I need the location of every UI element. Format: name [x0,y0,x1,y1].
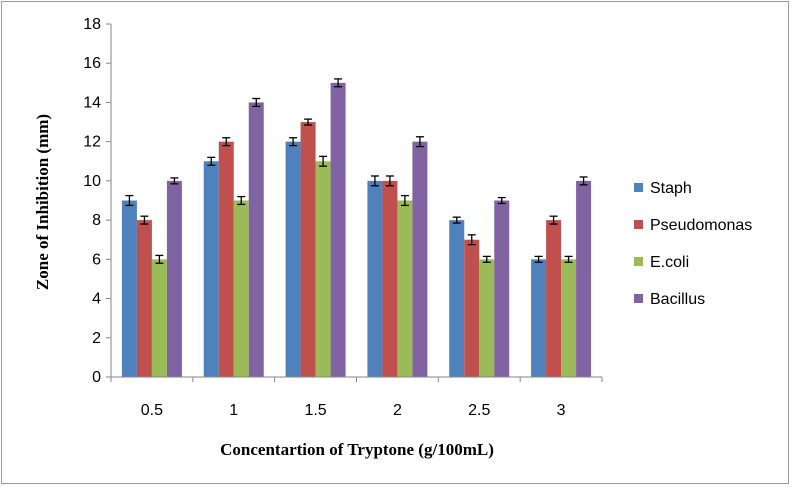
y-tick-label: 0 [92,369,101,386]
bar [136,220,152,377]
y-axis-title: Zone of Inhibition (mm) [33,114,52,290]
y-tick-label: 4 [92,291,101,308]
legend-swatch [634,220,643,229]
x-tick-label: 2 [393,402,402,419]
legend-item: E.coli [634,254,689,271]
bar [248,102,264,377]
bar [285,141,301,377]
bar [315,161,331,377]
legend-label: E.coli [650,254,689,271]
bar [531,259,547,377]
error-bar [304,118,313,126]
error-bar [452,216,461,224]
x-tick-label: 2.5 [468,402,490,419]
error-bar [467,234,476,246]
error-bar [319,155,328,167]
error-bar [252,97,261,108]
bars [121,78,592,377]
error-bar [289,137,298,147]
error-bar [415,136,424,148]
bar [203,161,219,377]
bar [464,239,480,377]
legend-swatch [634,183,643,192]
bar [576,180,592,377]
x-tick-label: 1.5 [304,402,326,419]
legend-label: Pseudomonas [650,217,752,234]
legend-item: Staph [634,180,692,197]
legend-label: Bacillus [650,291,705,308]
error-bar [334,78,343,88]
error-bar [207,156,216,166]
x-tick-label: 3 [557,402,566,419]
bar [546,220,562,377]
bar [382,180,398,377]
error-bar [222,137,231,147]
axes [110,24,602,378]
bar [367,180,383,377]
legend-swatch [634,294,643,303]
bar [151,259,167,377]
bar [233,200,249,377]
error-bar [549,215,558,225]
y-tick-label: 18 [83,16,101,33]
error-bar [385,175,394,187]
bar [300,122,316,377]
legend-item: Pseudomonas [634,217,752,234]
bar [479,259,495,377]
y-tick-label: 16 [83,55,101,72]
x-tick-label: 1 [229,402,238,419]
bar [449,220,465,377]
bar [561,259,577,377]
error-bar [482,255,491,263]
bar [494,200,510,377]
y-tick-label: 12 [83,134,101,151]
y-tick-label: 2 [92,330,101,347]
y-tick-label: 8 [92,212,101,229]
error-bar [564,255,573,263]
y-axis-ticks: 0 2 4 6 8 10 12 14 16 18 [83,16,111,386]
error-bar [534,255,543,263]
error-bar [140,215,149,225]
y-tick-label: 10 [83,173,101,190]
legend-label: Staph [650,180,692,197]
bar [397,200,413,377]
x-axis-title: Concentartion of Tryptone (g/100mL) [220,440,494,459]
error-bar [237,195,246,206]
error-bar [155,254,164,264]
bar [218,141,234,377]
legend-swatch [634,257,643,266]
error-bar [497,196,506,205]
x-axis-ticks: 0.5 1 1.5 2 2.5 3 [110,377,603,419]
x-tick-label: 0.5 [141,402,163,419]
bar [330,82,346,377]
legend-item: Bacillus [634,291,705,308]
error-bar [170,177,179,185]
error-bar [400,194,409,207]
bar [412,141,428,377]
error-bar [579,176,588,186]
legend: Staph Pseudomonas E.coli Bacillus [634,180,752,308]
error-bar [125,194,134,207]
error-bar [370,175,379,187]
y-tick-label: 6 [92,251,101,268]
bar [121,200,137,377]
bar [166,180,182,377]
y-tick-label: 14 [83,94,101,111]
